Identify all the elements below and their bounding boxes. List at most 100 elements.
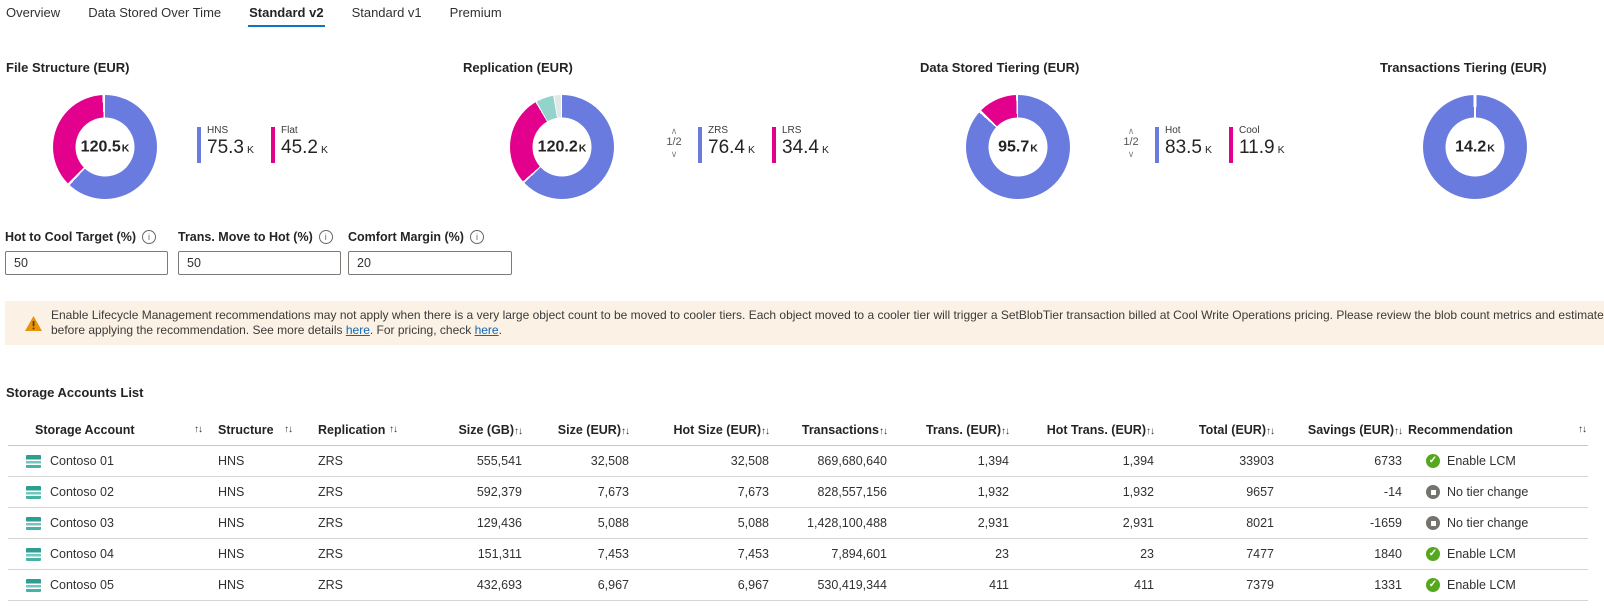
cell-hot-size-eur: 6,967 [635,569,775,601]
no-change-icon [1426,485,1440,499]
legend-item-cool[interactable]: Cool 11.9 K [1229,125,1291,163]
cell-recommendation: ✓ Enable LCM [1408,569,1588,601]
cell-size-gb: 592,379 [423,476,528,508]
table-row[interactable]: Contoso 05 HNS ZRS 432,693 6,967 6,967 530,419… [8,569,1588,601]
donut-chart[interactable]: 120.5K [53,95,157,199]
chevron-up-icon[interactable]: ∧ [670,126,678,136]
param-label: Trans. Move to Hot (%) i [178,230,341,244]
column-header-transactions[interactable]: Transactions↑↓ [775,414,893,446]
tab-data-stored-over-time[interactable]: Data Stored Over Time [88,5,222,20]
chart-title: Data Stored Tiering (EUR) [920,60,1080,75]
column-header-trans-eur[interactable]: Trans. (EUR)↑↓ [893,414,1015,446]
cell-storage-account: Contoso 01 [8,445,218,477]
table-row[interactable]: Contoso 03 HNS ZRS 129,436 5,088 5,088 1,428,1… [8,507,1588,539]
column-header-recommendation[interactable]: Recommendation ↑↓ [1408,414,1588,446]
sort-icon[interactable]: ↑↓ [1394,425,1403,437]
param-label-text: Hot to Cool Target (%) [5,230,136,244]
hot-to-cool-target-input[interactable] [5,251,168,275]
cell-transactions: 530,419,344 [775,569,893,601]
tab-standard-v1[interactable]: Standard v1 [351,5,422,20]
legend-value: 83.5 K [1165,137,1212,158]
storage-account-icon [26,578,41,592]
column-header-total-eur[interactable]: Total (EUR)↑↓ [1160,414,1280,446]
cell-total-eur: 9657 [1160,476,1280,508]
donut-chart[interactable]: 14.2K [1423,95,1527,199]
cell-total-eur: 7477 [1160,538,1280,570]
column-header-replication[interactable]: Replication ↑↓ [318,414,423,446]
param-label-text: Trans. Move to Hot (%) [178,230,313,244]
storage-accounts-table: Storage Account ↑↓ Structure ↑↓ Replication ↑… [8,414,1588,601]
recommendation-cell: ✓ Enable LCM [1408,454,1588,468]
sort-icon[interactable]: ↑↓ [389,424,398,435]
legend-item-lrs[interactable]: LRS 34.4 K [772,125,834,163]
pricing-link[interactable]: here [474,323,499,337]
table-row[interactable]: Contoso 01 HNS ZRS 555,541 32,508 32,508 869,6… [8,445,1588,477]
comfort-margin-input[interactable] [348,251,512,275]
cell-size-gb: 151,311 [423,538,528,570]
legend-item-zrs[interactable]: ZRS 76.4 K [698,125,760,163]
chart-card-data-stored-tiering-eur: Data Stored Tiering (EUR) 95.7K ∧ 1/2 ∨ Hot 83… [920,60,1380,212]
sort-icon[interactable]: ↑↓ [879,425,888,437]
sort-icon[interactable]: ↑↓ [621,425,630,437]
info-icon[interactable]: i [318,230,333,244]
tab-standard-v2[interactable]: Standard v2 [248,0,325,27]
legend-label: Flat [281,125,298,136]
legend-color-bar [772,127,776,163]
chart-title: File Structure (EUR) [6,60,130,75]
column-header-size-gb[interactable]: Size (GB)↑↓ [423,414,528,446]
column-header-hot-trans-eur[interactable]: Hot Trans. (EUR)↑↓ [1015,414,1160,446]
cell-hot-size-eur: 5,088 [635,507,775,539]
storage-account-cell: Contoso 05 [8,578,218,592]
cell-size-eur: 7,453 [528,538,635,570]
legend-item-flat[interactable]: Flat 45.2 K [271,125,333,163]
info-icon[interactable]: i [469,230,484,244]
sort-icon[interactable]: ↑↓ [194,424,203,435]
legend-page-number: 1/2 [1123,136,1139,148]
chevron-up-icon[interactable]: ∧ [1127,126,1135,136]
chart-title: Replication (EUR) [463,60,573,75]
column-header-hot-size-eur[interactable]: Hot Size (EUR)↑↓ [635,414,775,446]
sort-icon[interactable]: ↑↓ [514,425,523,437]
check-circle-icon: ✓ [1426,454,1440,468]
details-link[interactable]: here [345,323,370,337]
cell-trans-eur: 23 [893,538,1015,570]
sort-icon[interactable]: ↑↓ [1578,424,1587,435]
cell-size-gb: 129,436 [423,507,528,539]
cell-hot-trans-eur: 23 [1015,538,1160,570]
storage-account-icon [26,547,41,561]
column-header-structure[interactable]: Structure ↑↓ [218,414,318,446]
table-title: Storage Accounts List [6,385,144,400]
donut-chart[interactable]: 120.2K [510,95,614,199]
legend-item-hot[interactable]: Hot 83.5 K [1155,125,1217,163]
trans-move-to-hot-input[interactable] [178,251,341,275]
warning-line-2: before applying the recommendation. See … [51,323,1604,339]
chevron-down-icon[interactable]: ∨ [670,149,678,159]
tab-overview[interactable]: Overview [6,5,61,20]
column-header-savings-eur[interactable]: Savings (EUR)↑↓ [1280,414,1408,446]
column-header-size-eur[interactable]: Size (EUR)↑↓ [528,414,635,446]
column-label: Total (EUR) [1198,422,1266,437]
check-circle-icon: ✓ [1426,578,1440,592]
tab-premium[interactable]: Premium [449,5,502,20]
sort-icon[interactable]: ↑↓ [1001,425,1010,437]
sort-icon[interactable]: ↑↓ [1266,425,1275,437]
cell-transactions: 1,428,100,488 [775,507,893,539]
column-header-storage-account[interactable]: Storage Account ↑↓ [8,414,218,446]
table-row[interactable]: Contoso 04 HNS ZRS 151,311 7,453 7,453 7,894,6… [8,538,1588,570]
sort-icon[interactable]: ↑↓ [761,425,770,437]
chart-title: Transactions Tiering (EUR) [1380,60,1547,75]
sort-icon[interactable]: ↑↓ [1146,425,1155,437]
cell-recommendation: No tier change [1408,476,1588,508]
table-row[interactable]: Contoso 02 HNS ZRS 592,379 7,673 7,673 828,557… [8,476,1588,508]
legend-color-bar [698,127,702,163]
sort-icon[interactable]: ↑↓ [284,424,293,435]
chart-card-replication-eur: Replication (EUR) 120.2K ∧ 1/2 ∨ ZRS 76.4 K LRS 3… [460,60,920,212]
column-label: Structure [218,422,274,437]
legend-value-suffix: K [1204,144,1212,156]
legend-item-hns[interactable]: HNS 75.3 K [197,125,259,163]
info-icon[interactable]: i [142,230,156,244]
column-label: Storage Account [35,422,135,437]
chevron-down-icon[interactable]: ∨ [1127,149,1135,159]
donut-chart[interactable]: 95.7K [966,95,1070,199]
storage-account-name: Contoso 02 [50,485,114,499]
